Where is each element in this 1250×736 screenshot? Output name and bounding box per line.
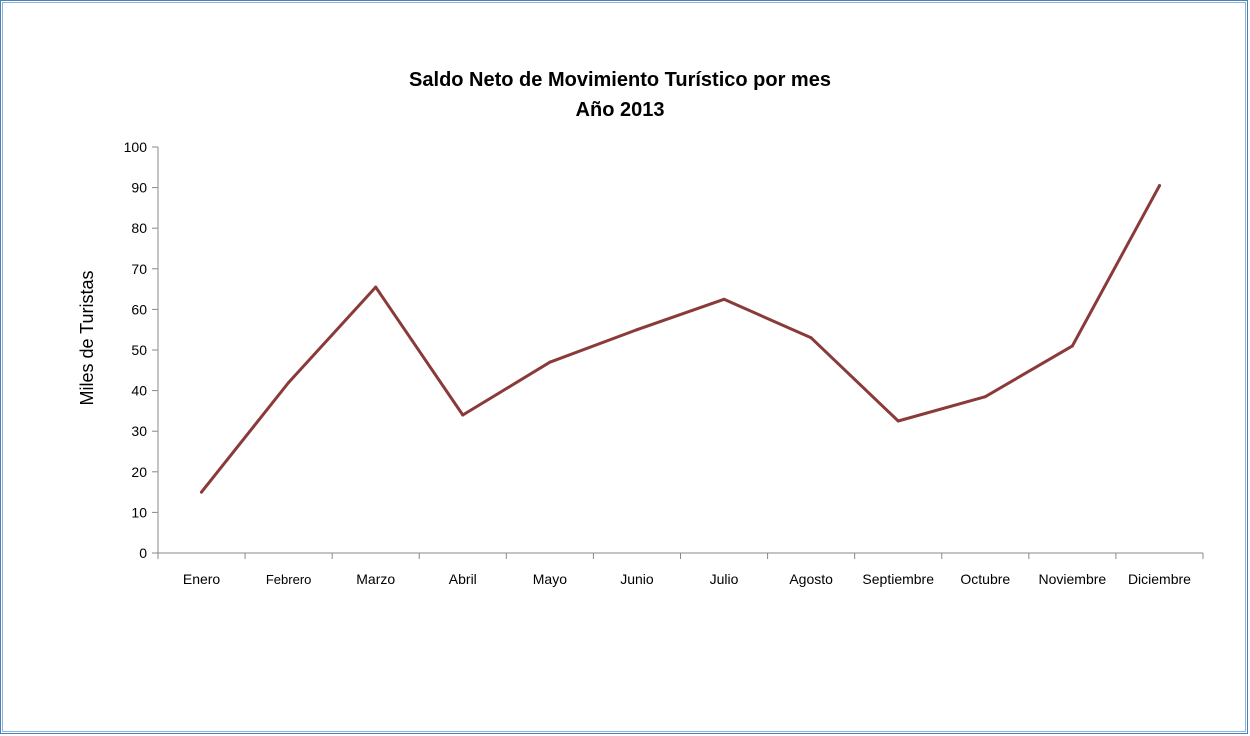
- data-point: [1070, 344, 1074, 348]
- chart-subtitle: Año 2013: [576, 99, 665, 121]
- chart-title: Saldo Neto de Movimiento Turístico por m…: [409, 69, 831, 91]
- data-point: [722, 297, 726, 301]
- x-tick-label: Julio: [710, 571, 739, 587]
- y-tick-label: 50: [131, 342, 147, 358]
- data-point: [548, 360, 552, 364]
- x-tick-label: Enero: [183, 571, 221, 587]
- x-tick-label: Junio: [620, 571, 654, 587]
- y-tick-label: 60: [131, 301, 147, 317]
- data-point: [809, 336, 813, 340]
- series-group: [200, 184, 1161, 494]
- y-tick-label: 10: [131, 504, 147, 520]
- x-tick-label: Noviembre: [1039, 571, 1107, 587]
- data-point: [200, 490, 204, 494]
- data-point: [896, 419, 900, 423]
- y-axis-label: Miles de Turistas: [77, 270, 97, 405]
- y-tick-label: 80: [131, 220, 147, 236]
- x-tick-label: Febrero: [266, 572, 312, 587]
- x-tick-label: Mayo: [533, 571, 567, 587]
- y-tick-label: 40: [131, 383, 147, 399]
- axes: [152, 146, 1204, 559]
- y-tick-label: 20: [131, 464, 147, 480]
- x-tick-label: Septiembre: [862, 571, 934, 587]
- x-tick-label: Abril: [449, 571, 477, 587]
- y-tick-label: 90: [131, 180, 147, 196]
- x-tick-label: Diciembre: [1128, 571, 1191, 587]
- y-tick-label: 0: [139, 545, 147, 561]
- series-line: [200, 184, 1161, 494]
- data-point: [635, 328, 639, 332]
- x-tick-label: Agosto: [789, 571, 833, 587]
- x-tick-label: Octubre: [960, 571, 1010, 587]
- y-tick-label: 100: [124, 139, 148, 155]
- y-tick-label: 70: [131, 261, 147, 277]
- data-point: [983, 395, 987, 399]
- y-tick-labels: 0 10 20 30 40 50 60 70 80 90 100: [124, 139, 148, 561]
- data-point: [374, 285, 378, 289]
- x-tick-labels: Enero Febrero Marzo Abril Mayo Junio Julio Agos…: [183, 571, 1191, 587]
- data-point: [287, 380, 291, 384]
- x-tick-label: Marzo: [356, 571, 395, 587]
- data-point: [1157, 184, 1161, 188]
- data-point: [461, 413, 465, 417]
- y-tick-label: 30: [131, 423, 147, 439]
